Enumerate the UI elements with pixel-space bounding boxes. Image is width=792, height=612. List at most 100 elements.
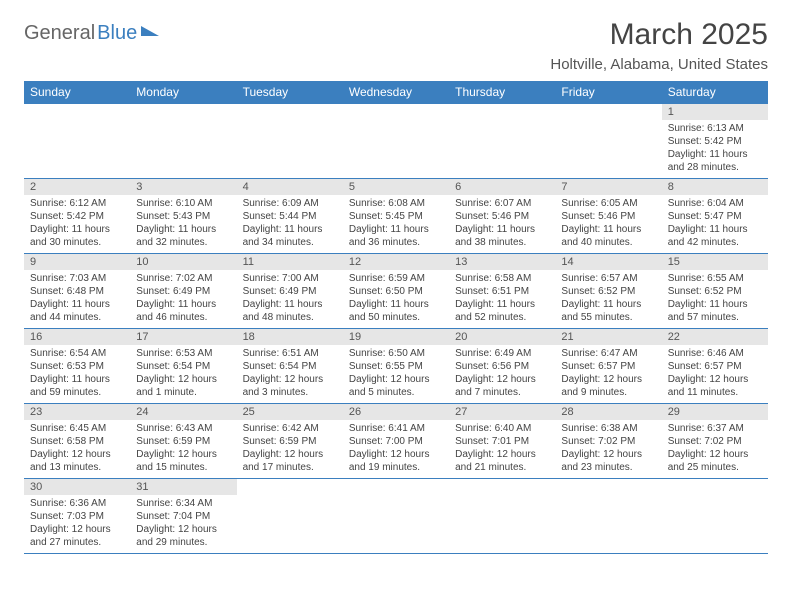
header: GeneralBlue March 2025 Holtville, Alabam…	[24, 18, 768, 73]
daylight-line2: and 30 minutes.	[30, 236, 124, 249]
day-body: Sunrise: 6:58 AMSunset: 6:51 PMDaylight:…	[449, 270, 555, 328]
calendar-day-cell: 27Sunrise: 6:40 AMSunset: 7:01 PMDayligh…	[449, 404, 555, 479]
daylight-line1: Daylight: 12 hours	[136, 373, 230, 386]
sunset-text: Sunset: 5:42 PM	[30, 210, 124, 223]
sunset-text: Sunset: 6:57 PM	[561, 360, 655, 373]
sunset-text: Sunset: 5:43 PM	[136, 210, 230, 223]
daylight-line2: and 19 minutes.	[349, 461, 443, 474]
day-number: 4	[237, 179, 343, 195]
calendar-day-cell: 3Sunrise: 6:10 AMSunset: 5:43 PMDaylight…	[130, 179, 236, 254]
sunrise-text: Sunrise: 6:13 AM	[668, 122, 762, 135]
sunset-text: Sunset: 6:49 PM	[136, 285, 230, 298]
weekday-header: Saturday	[662, 81, 768, 104]
day-number: 2	[24, 179, 130, 195]
sunset-text: Sunset: 6:55 PM	[349, 360, 443, 373]
daylight-line2: and 38 minutes.	[455, 236, 549, 249]
calendar-day-cell: 13Sunrise: 6:58 AMSunset: 6:51 PMDayligh…	[449, 254, 555, 329]
day-body: Sunrise: 7:00 AMSunset: 6:49 PMDaylight:…	[237, 270, 343, 328]
daylight-line1: Daylight: 11 hours	[243, 298, 337, 311]
daylight-line1: Daylight: 11 hours	[455, 223, 549, 236]
daylight-line1: Daylight: 11 hours	[136, 298, 230, 311]
calendar-day-cell: 25Sunrise: 6:42 AMSunset: 6:59 PMDayligh…	[237, 404, 343, 479]
day-body: Sunrise: 6:57 AMSunset: 6:52 PMDaylight:…	[555, 270, 661, 328]
daylight-line1: Daylight: 12 hours	[349, 448, 443, 461]
calendar-day-cell	[449, 104, 555, 179]
day-number: 5	[343, 179, 449, 195]
day-body: Sunrise: 6:40 AMSunset: 7:01 PMDaylight:…	[449, 420, 555, 478]
daylight-line2: and 11 minutes.	[668, 386, 762, 399]
day-number: 14	[555, 254, 661, 270]
day-number: 30	[24, 479, 130, 495]
day-body: Sunrise: 6:10 AMSunset: 5:43 PMDaylight:…	[130, 195, 236, 253]
day-body: Sunrise: 6:50 AMSunset: 6:55 PMDaylight:…	[343, 345, 449, 403]
daylight-line2: and 59 minutes.	[30, 386, 124, 399]
weekday-header: Thursday	[449, 81, 555, 104]
day-body: Sunrise: 6:45 AMSunset: 6:58 PMDaylight:…	[24, 420, 130, 478]
calendar-day-cell: 8Sunrise: 6:04 AMSunset: 5:47 PMDaylight…	[662, 179, 768, 254]
daylight-line1: Daylight: 11 hours	[455, 298, 549, 311]
daylight-line1: Daylight: 12 hours	[30, 448, 124, 461]
day-number: 13	[449, 254, 555, 270]
sunrise-text: Sunrise: 6:46 AM	[668, 347, 762, 360]
calendar-day-cell	[555, 479, 661, 554]
daylight-line1: Daylight: 12 hours	[243, 448, 337, 461]
brand-part1: General	[24, 22, 95, 45]
day-body: Sunrise: 6:04 AMSunset: 5:47 PMDaylight:…	[662, 195, 768, 253]
sunrise-text: Sunrise: 7:02 AM	[136, 272, 230, 285]
daylight-line2: and 36 minutes.	[349, 236, 443, 249]
sunrise-text: Sunrise: 7:00 AM	[243, 272, 337, 285]
daylight-line1: Daylight: 12 hours	[668, 373, 762, 386]
daylight-line2: and 5 minutes.	[349, 386, 443, 399]
day-number: 21	[555, 329, 661, 345]
calendar-day-cell: 5Sunrise: 6:08 AMSunset: 5:45 PMDaylight…	[343, 179, 449, 254]
sunset-text: Sunset: 7:01 PM	[455, 435, 549, 448]
daylight-line2: and 46 minutes.	[136, 311, 230, 324]
calendar-day-cell: 16Sunrise: 6:54 AMSunset: 6:53 PMDayligh…	[24, 329, 130, 404]
calendar-day-cell: 29Sunrise: 6:37 AMSunset: 7:02 PMDayligh…	[662, 404, 768, 479]
daylight-line2: and 42 minutes.	[668, 236, 762, 249]
weekday-header: Sunday	[24, 81, 130, 104]
sunset-text: Sunset: 5:44 PM	[243, 210, 337, 223]
calendar-day-cell: 11Sunrise: 7:00 AMSunset: 6:49 PMDayligh…	[237, 254, 343, 329]
calendar-day-cell: 31Sunrise: 6:34 AMSunset: 7:04 PMDayligh…	[130, 479, 236, 554]
day-body: Sunrise: 7:02 AMSunset: 6:49 PMDaylight:…	[130, 270, 236, 328]
daylight-line1: Daylight: 11 hours	[30, 223, 124, 236]
day-number: 1	[662, 104, 768, 120]
daylight-line1: Daylight: 11 hours	[668, 223, 762, 236]
sunrise-text: Sunrise: 6:42 AM	[243, 422, 337, 435]
day-number: 3	[130, 179, 236, 195]
day-body: Sunrise: 6:54 AMSunset: 6:53 PMDaylight:…	[24, 345, 130, 403]
sunset-text: Sunset: 5:46 PM	[561, 210, 655, 223]
sunset-text: Sunset: 6:58 PM	[30, 435, 124, 448]
day-body: Sunrise: 6:42 AMSunset: 6:59 PMDaylight:…	[237, 420, 343, 478]
daylight-line1: Daylight: 11 hours	[136, 223, 230, 236]
calendar-day-cell: 1Sunrise: 6:13 AMSunset: 5:42 PMDaylight…	[662, 104, 768, 179]
daylight-line1: Daylight: 12 hours	[136, 523, 230, 536]
day-number: 20	[449, 329, 555, 345]
calendar-day-cell: 24Sunrise: 6:43 AMSunset: 6:59 PMDayligh…	[130, 404, 236, 479]
daylight-line2: and 48 minutes.	[243, 311, 337, 324]
daylight-line2: and 17 minutes.	[243, 461, 337, 474]
day-body: Sunrise: 6:12 AMSunset: 5:42 PMDaylight:…	[24, 195, 130, 253]
sunset-text: Sunset: 6:56 PM	[455, 360, 549, 373]
calendar-day-cell: 4Sunrise: 6:09 AMSunset: 5:44 PMDaylight…	[237, 179, 343, 254]
calendar-day-cell	[662, 479, 768, 554]
sunset-text: Sunset: 6:54 PM	[136, 360, 230, 373]
calendar-week-row: 23Sunrise: 6:45 AMSunset: 6:58 PMDayligh…	[24, 404, 768, 479]
sunrise-text: Sunrise: 6:38 AM	[561, 422, 655, 435]
title-block: March 2025 Holtville, Alabama, United St…	[550, 18, 768, 73]
daylight-line1: Daylight: 11 hours	[30, 298, 124, 311]
calendar-body: 1Sunrise: 6:13 AMSunset: 5:42 PMDaylight…	[24, 104, 768, 554]
sunset-text: Sunset: 5:47 PM	[668, 210, 762, 223]
day-number: 8	[662, 179, 768, 195]
calendar-day-cell: 2Sunrise: 6:12 AMSunset: 5:42 PMDaylight…	[24, 179, 130, 254]
day-body: Sunrise: 6:36 AMSunset: 7:03 PMDaylight:…	[24, 495, 130, 553]
sunrise-text: Sunrise: 7:03 AM	[30, 272, 124, 285]
calendar-day-cell	[24, 104, 130, 179]
weekday-header-row: Sunday Monday Tuesday Wednesday Thursday…	[24, 81, 768, 104]
sunset-text: Sunset: 7:04 PM	[136, 510, 230, 523]
day-number: 31	[130, 479, 236, 495]
day-body: Sunrise: 6:13 AMSunset: 5:42 PMDaylight:…	[662, 120, 768, 178]
calendar-day-cell: 17Sunrise: 6:53 AMSunset: 6:54 PMDayligh…	[130, 329, 236, 404]
day-number: 10	[130, 254, 236, 270]
